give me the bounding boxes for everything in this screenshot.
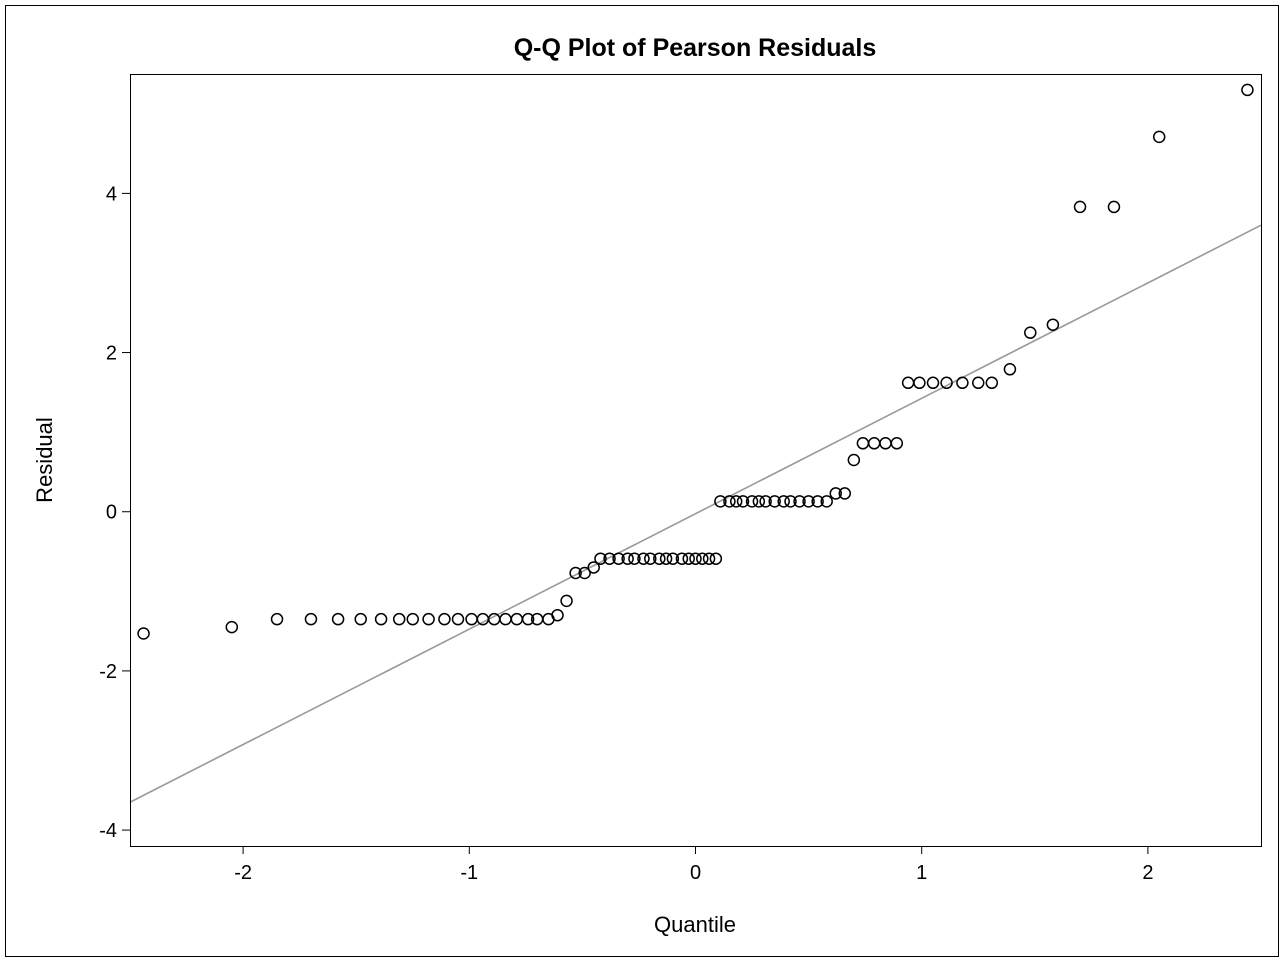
data-point-0-32 [653, 552, 666, 565]
data-point-0-68 [985, 376, 999, 390]
data-point-0-55 [829, 487, 842, 500]
x-tick-label-1: -1 [460, 862, 478, 884]
data-point-0-54 [820, 495, 833, 508]
data-point-0-7 [392, 612, 406, 626]
data-point-0-46 [752, 495, 766, 508]
data-point-0-25 [594, 552, 607, 565]
data-point-0-24 [587, 561, 600, 574]
reference-line-layer [129, 224, 1262, 803]
data-point-0-9 [422, 612, 435, 626]
data-point-0-45 [745, 495, 759, 508]
y-tick-label-2: 0 [106, 502, 117, 524]
data-point-0-69 [1003, 363, 1017, 376]
plot-area-frame [130, 74, 1262, 847]
x-tick-label-4: 2 [1142, 862, 1153, 884]
data-point-0-65 [940, 376, 953, 390]
data-point-0-51 [793, 495, 806, 508]
data-point-0-56 [838, 487, 852, 500]
x-tick-label-3: 1 [916, 862, 927, 884]
data-point-0-47 [759, 495, 772, 508]
data-point-0-44 [736, 495, 750, 508]
data-point-0-3 [304, 612, 318, 626]
data-point-0-8 [406, 612, 419, 626]
data-point-0-66 [956, 376, 969, 390]
data-point-0-49 [777, 495, 790, 508]
data-point-0-17 [521, 612, 535, 626]
data-point-0-11 [451, 612, 465, 626]
data-point-0-50 [784, 495, 797, 508]
y-tick-label-0: -4 [99, 820, 117, 842]
outer-border [5, 5, 1279, 957]
data-point-0-35 [675, 552, 689, 565]
data-point-0-27 [612, 552, 625, 565]
data-point-0-6 [374, 612, 388, 626]
data-point-0-0 [137, 627, 150, 640]
data-point-0-43 [729, 495, 743, 508]
x-tick-label-2: 0 [690, 862, 701, 884]
y-tick-label-4: 4 [106, 183, 117, 205]
data-point-0-48 [768, 495, 781, 508]
data-point-0-41 [714, 495, 727, 508]
x-axis-label: Quantile [654, 912, 736, 937]
data-point-0-72 [1073, 200, 1087, 214]
y-axis-label: Residual [32, 417, 57, 503]
chart-title: Q-Q Plot of Pearson Residuals [514, 34, 877, 62]
data-point-0-20 [551, 608, 564, 622]
data-point-0-21 [560, 594, 573, 608]
data-point-0-74 [1152, 130, 1166, 144]
axis-ticks: -2 -1 0 1 2 -4 -2 0 2 4 [99, 183, 1153, 884]
data-point-0-52 [802, 495, 815, 508]
data-point-0-26 [603, 552, 616, 565]
y-tick-label-1: -2 [99, 661, 117, 683]
data-point-0-30 [637, 552, 650, 565]
data-point-0-63 [913, 376, 926, 390]
data-point-0-5 [354, 612, 367, 626]
y-tick-label-3: 2 [106, 343, 117, 365]
data-point-0-75 [1241, 83, 1254, 97]
data-point-0-36 [682, 552, 695, 565]
data-point-0-33 [659, 552, 673, 565]
data-point-0-71 [1046, 318, 1060, 331]
data-point-0-23 [578, 566, 591, 580]
data-point-0-29 [628, 552, 641, 565]
data-point-0-31 [644, 552, 657, 565]
data-point-0-64 [926, 376, 940, 390]
data-point-0-1 [225, 620, 239, 634]
reference-line [129, 224, 1262, 803]
data-point-0-67 [972, 376, 985, 390]
data-point-0-53 [811, 495, 824, 508]
data-points [137, 83, 1254, 640]
data-point-0-4 [331, 612, 345, 626]
data-point-0-40 [709, 552, 723, 565]
data-point-0-73 [1107, 200, 1121, 214]
data-point-0-22 [569, 566, 582, 580]
data-point-0-70 [1024, 326, 1037, 339]
data-point-0-34 [666, 552, 680, 565]
data-point-0-42 [723, 495, 736, 508]
data-point-0-28 [621, 552, 634, 565]
data-point-0-10 [438, 612, 451, 626]
x-tick-label-0: -2 [234, 862, 252, 884]
data-point-0-39 [702, 552, 716, 565]
data-point-0-37 [689, 552, 702, 565]
data-point-0-38 [696, 552, 709, 565]
data-point-0-57 [847, 453, 861, 467]
data-point-0-61 [890, 437, 904, 450]
data-point-0-2 [270, 612, 284, 626]
